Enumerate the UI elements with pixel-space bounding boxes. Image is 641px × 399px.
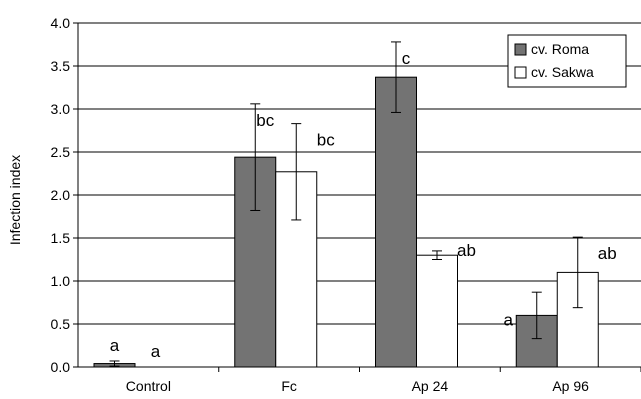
y-tick-label-7: 3.5 (51, 58, 71, 74)
y-tick-labels: 0.0 0.5 1.0 1.5 2.0 2.5 3.0 3.5 4.0 (51, 15, 71, 375)
y-tick-label-8: 4.0 (51, 15, 71, 31)
sig-label-fc-cv-sakwa: bc (317, 131, 335, 150)
legend-swatch-sakwa (514, 66, 527, 79)
x-tick-label-fc: Fc (281, 378, 297, 394)
x-tick-label-control: Control (126, 378, 171, 394)
significance-labels: a a bc bc c ab a ab (110, 49, 617, 361)
y-tick-label-5: 2.5 (51, 144, 71, 160)
y-tick-label-6: 3.0 (51, 101, 71, 117)
y-tick-label-3: 1.5 (51, 230, 71, 246)
bar-ap-24-cv-roma (375, 76, 417, 368)
sig-label-ap-24-cv-sakwa: ab (457, 241, 476, 260)
legend-label-sakwa: cv. Sakwa (531, 64, 594, 80)
sig-label-ap-24-cv-roma: c (402, 49, 411, 68)
error-bars (109, 41, 583, 367)
sig-label-control-cv-sakwa: a (151, 342, 161, 361)
legend: cv. Roma cv. Sakwa (507, 34, 627, 88)
legend-label-roma: cv. Roma (531, 41, 589, 57)
sig-label-ap-96-cv-sakwa: ab (598, 244, 617, 263)
legend-box (507, 34, 627, 88)
y-tick-label-4: 2.0 (51, 187, 71, 203)
y-tick-label-0: 0.0 (51, 359, 71, 375)
axes (77, 23, 641, 368)
legend-swatch-roma (514, 43, 527, 56)
x-tick-label-ap-24: Ap 24 (412, 378, 449, 394)
sig-label-control-cv-roma: a (110, 336, 120, 355)
sig-label-fc-cv-roma: bc (256, 111, 274, 130)
x-tick-label-ap-96: Ap 96 (552, 378, 589, 394)
y-tick-label-1: 0.5 (51, 316, 71, 332)
y-tick-label-2: 1.0 (51, 273, 71, 289)
bar-ap-24-cv-sakwa (416, 254, 458, 368)
sig-label-ap-96-cv-roma: a (504, 310, 514, 329)
y-axis-title: Infection index (7, 155, 23, 245)
x-tick-labels: Control Fc Ap 24 Ap 96 (126, 378, 589, 394)
